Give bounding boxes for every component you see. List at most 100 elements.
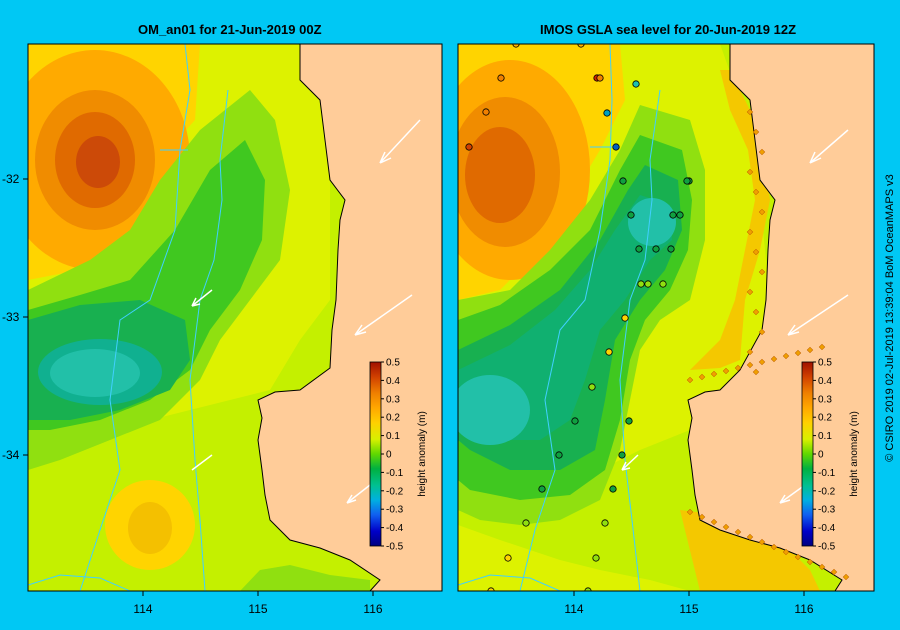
observation-marker	[609, 485, 617, 493]
left-x-tick-115: 115	[248, 602, 267, 616]
observation-marker	[637, 280, 645, 288]
left-land	[258, 44, 442, 591]
left-y-tick-32: -32	[2, 172, 20, 186]
observation-marker	[512, 44, 520, 48]
right-x-tick-116: 116	[794, 602, 813, 616]
tide-marker	[734, 528, 742, 536]
tide-marker	[782, 352, 790, 360]
colorbar-tick-label: -0.2	[386, 486, 404, 497]
observation-marker	[667, 245, 675, 253]
observation-marker	[621, 314, 629, 322]
tide-marker	[746, 168, 754, 176]
colorbar-tick-label: 0.5	[386, 358, 400, 369]
tide-marker	[806, 558, 814, 566]
tide-marker	[770, 543, 778, 551]
right-map-title: IMOS GSLA sea level for 20-Jun-2019 12Z	[540, 22, 797, 37]
observation-marker	[635, 245, 643, 253]
observation-marker	[659, 280, 667, 288]
observation-marker	[612, 143, 620, 151]
tide-marker	[758, 358, 766, 366]
tide-marker	[752, 128, 760, 136]
colorbar-tick-label: 0.2	[818, 413, 832, 424]
left-x-tick-116: 116	[363, 602, 382, 616]
observation-marker	[605, 348, 613, 356]
colorbar-tick-label: 0.1	[386, 431, 400, 442]
right-colorbar: 0.5 0.4 0.3 0.2 0.1 0 -0.1 -0.2 -0.3 -0.4 -0.5 hei…	[801, 358, 860, 553]
observation-marker	[625, 417, 633, 425]
observation-marker	[601, 519, 609, 527]
right-map: 114 115 116 0.5 0.4 0.3 0.2 0.1 0 -0.1 -0.2 -0.3…	[457, 43, 875, 616]
tide-marker	[746, 228, 754, 236]
observation-marker	[577, 44, 585, 48]
observation-marker	[571, 417, 579, 425]
colorbar-tick-label: 0.1	[818, 431, 832, 442]
right-current-arrows	[621, 129, 849, 504]
tide-marker	[746, 108, 754, 116]
colorbar-tick-label: -0.2	[818, 486, 836, 497]
tide-marker	[686, 508, 694, 516]
right-observation-markers	[465, 44, 693, 591]
tide-marker	[818, 563, 826, 571]
observation-marker	[596, 74, 604, 82]
left-colorbar-label: height anomaly (m)	[417, 411, 428, 497]
tide-marker	[746, 348, 754, 356]
observation-marker	[618, 451, 626, 459]
tide-marker	[746, 361, 754, 369]
left-y-tick-33: -33	[2, 310, 20, 324]
observation-marker	[465, 143, 473, 151]
right-map-frame	[457, 43, 875, 592]
observation-marker	[669, 211, 677, 219]
observation-marker	[504, 554, 512, 562]
tide-marker	[698, 373, 706, 381]
tide-marker	[752, 248, 760, 256]
tide-marker	[710, 518, 718, 526]
observation-marker	[652, 245, 660, 253]
observation-marker	[619, 177, 627, 185]
left-map: 114 115 116 -32 -33 -34 0.50.40.30.20.10…	[2, 43, 443, 616]
left-map-title: OM_an01 for 21-Jun-2019 00Z	[138, 22, 322, 37]
observation-marker	[588, 383, 596, 391]
colorbar-tick-label: 0.4	[818, 376, 832, 387]
tide-marker	[806, 346, 814, 354]
colorbar-tick-label: 0.3	[818, 394, 832, 405]
tide-marker	[758, 328, 766, 336]
colorbar-tick-label: 0	[386, 450, 392, 461]
observation-marker	[592, 554, 600, 562]
tide-marker	[758, 538, 766, 546]
colorbar-tick-label: -0.1	[386, 468, 404, 479]
colorbar-tick-label: 0.2	[386, 413, 400, 424]
observation-marker	[538, 485, 546, 493]
right-coastal-tide-markers	[686, 108, 850, 581]
left-current-arrows	[191, 119, 421, 504]
colorbar-tick-label: -0.4	[818, 523, 836, 534]
right-land	[688, 44, 874, 591]
tide-marker	[746, 533, 754, 541]
tide-marker	[830, 568, 838, 576]
left-y-tick-34: -34	[2, 448, 20, 462]
observation-marker	[676, 211, 684, 219]
colorbar-tick-label: -0.5	[818, 542, 836, 553]
tide-marker	[752, 308, 760, 316]
tide-marker	[722, 523, 730, 531]
colorbar-tick-label: -0.3	[386, 505, 404, 516]
right-x-tick-115: 115	[679, 602, 698, 616]
left-x-tick-114: 114	[133, 602, 152, 616]
right-colorbar-label: height anomaly (m)	[849, 411, 860, 497]
tide-marker	[794, 349, 802, 357]
tide-marker	[794, 553, 802, 561]
tide-marker	[686, 376, 694, 384]
observation-marker	[497, 74, 505, 82]
observation-marker	[522, 519, 530, 527]
colorbar-tick-label: 0.4	[386, 376, 400, 387]
tide-marker	[710, 370, 718, 378]
colorbar-tick-label: -0.4	[386, 523, 404, 534]
tide-marker	[722, 367, 730, 375]
colorbar-tick-label: -0.1	[818, 468, 836, 479]
observation-marker	[555, 451, 563, 459]
left-coastline	[257, 44, 381, 591]
colorbar-tick-label: 0.5	[818, 358, 832, 369]
tide-marker	[758, 208, 766, 216]
observation-marker	[683, 177, 691, 185]
tide-marker	[758, 268, 766, 276]
